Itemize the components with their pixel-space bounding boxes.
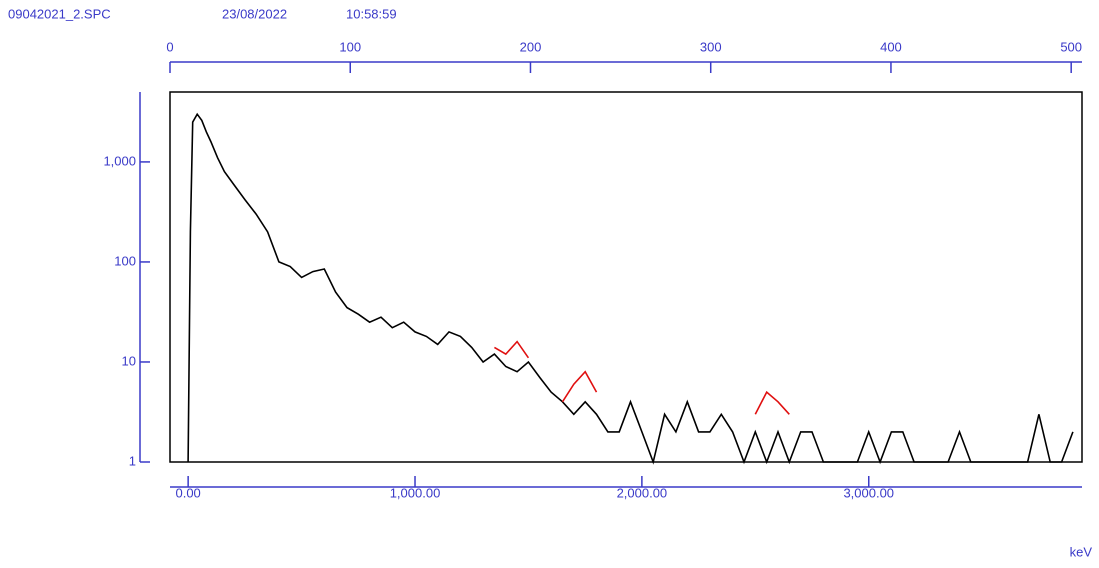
x2-tick-label: 500 [1060,39,1082,54]
spectrum-line [187,112,1074,465]
x2-tick-label: 0 [166,39,173,54]
spectrum-line [493,340,790,415]
x2-tick-label: 400 [880,39,902,54]
file-name: 09042021_2.SPC [8,6,111,21]
x-tick-label: 3,000.00 [843,485,894,500]
x-axis-label: keV [1070,544,1093,559]
date: 23/08/2022 [222,6,287,21]
y-tick-label: 1,000 [103,153,136,168]
x2-tick-label: 100 [339,39,361,54]
x-tick-label: 1,000.00 [390,485,441,500]
y-tick-label: 10 [122,353,136,368]
x2-tick-label: 200 [520,39,542,54]
x-tick-label: 0.00 [175,485,200,500]
y-tick-label: 100 [114,253,136,268]
time: 10:58:59 [346,6,397,21]
x-tick-label: 2,000.00 [617,485,668,500]
plot-frame [169,91,1083,463]
y-tick-label: 1 [129,453,136,468]
x2-tick-label: 300 [700,39,722,54]
